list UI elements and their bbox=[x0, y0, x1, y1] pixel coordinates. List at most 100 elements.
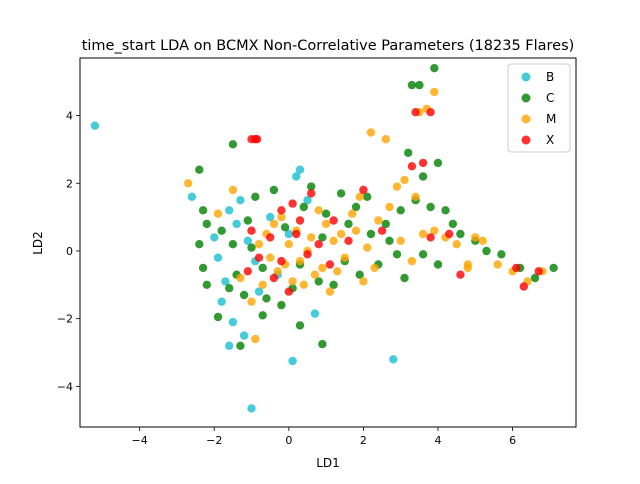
data-point-M bbox=[277, 212, 286, 222]
data-point-M bbox=[288, 277, 297, 286]
x-tick-label: 0 bbox=[285, 434, 292, 447]
data-point-C bbox=[213, 312, 223, 322]
legend-label-B: B bbox=[546, 70, 554, 84]
data-point-C bbox=[351, 202, 361, 212]
data-point-C bbox=[404, 148, 413, 157]
data-point-C bbox=[258, 311, 267, 320]
data-point-X bbox=[247, 226, 256, 235]
data-point-M bbox=[325, 287, 335, 296]
data-point-C bbox=[262, 294, 271, 303]
data-point-X bbox=[303, 250, 312, 259]
data-point-C bbox=[239, 290, 249, 300]
data-point-B bbox=[389, 355, 398, 364]
y-axis-label: LD2 bbox=[31, 231, 45, 255]
data-point-M bbox=[340, 253, 349, 262]
data-point-X bbox=[418, 158, 428, 168]
x-tick-label: 2 bbox=[360, 434, 367, 447]
data-point-M bbox=[370, 263, 379, 273]
data-point-C bbox=[456, 229, 465, 239]
data-point-C bbox=[482, 246, 491, 256]
data-point-X bbox=[344, 236, 353, 245]
data-point-M bbox=[236, 273, 245, 283]
data-point-M bbox=[400, 175, 409, 185]
plot-area-frame bbox=[79, 57, 577, 428]
data-point-M bbox=[355, 192, 364, 201]
series-B-points bbox=[90, 121, 398, 413]
legend-label-X: X bbox=[546, 133, 554, 147]
series-X-points bbox=[243, 108, 543, 296]
legend-marker-M bbox=[521, 114, 531, 124]
data-points-layer bbox=[90, 63, 558, 413]
data-point-C bbox=[247, 243, 256, 252]
data-point-X bbox=[519, 282, 528, 291]
data-point-M bbox=[254, 240, 264, 249]
data-point-C bbox=[363, 192, 372, 201]
data-point-B bbox=[213, 253, 223, 262]
data-point-X bbox=[295, 216, 305, 225]
data-point-C bbox=[195, 165, 204, 174]
data-point-C bbox=[355, 270, 364, 279]
data-point-B bbox=[228, 317, 238, 327]
data-point-M bbox=[363, 243, 372, 252]
data-point-M bbox=[471, 233, 480, 242]
data-point-C bbox=[549, 263, 558, 273]
data-point-M bbox=[299, 280, 308, 289]
data-point-B bbox=[236, 196, 245, 205]
data-point-B bbox=[295, 165, 305, 174]
legend-label-M: M bbox=[546, 112, 556, 126]
data-point-B bbox=[232, 219, 241, 229]
data-point-C bbox=[426, 202, 435, 212]
data-point-M bbox=[284, 240, 293, 249]
y-axis: −4 −2 0 2 4 bbox=[57, 110, 80, 393]
data-point-M bbox=[348, 209, 357, 218]
legend-marker-B bbox=[521, 72, 531, 82]
data-point-X bbox=[269, 273, 279, 283]
data-point-X bbox=[359, 185, 368, 195]
data-point-B bbox=[303, 196, 312, 205]
data-point-M bbox=[266, 253, 275, 262]
data-point-X bbox=[292, 229, 301, 239]
data-point-C bbox=[228, 140, 238, 149]
data-point-B bbox=[187, 192, 197, 201]
legend-label-C: C bbox=[546, 91, 554, 105]
data-point-C bbox=[381, 219, 390, 229]
data-point-M bbox=[251, 334, 260, 344]
y-tick-label: 0 bbox=[66, 245, 73, 258]
data-point-M bbox=[381, 135, 390, 144]
data-point-M bbox=[411, 192, 420, 201]
data-point-C bbox=[299, 202, 308, 212]
data-point-C bbox=[280, 223, 290, 232]
data-point-X bbox=[456, 270, 465, 279]
data-point-C bbox=[195, 240, 204, 249]
data-point-M bbox=[418, 229, 428, 239]
data-point-M bbox=[269, 219, 279, 229]
data-point-C bbox=[385, 236, 394, 245]
data-point-X bbox=[288, 199, 297, 208]
data-point-C bbox=[448, 219, 458, 229]
data-point-M bbox=[374, 216, 383, 225]
legend-marker-C bbox=[521, 93, 531, 103]
data-point-X bbox=[411, 108, 420, 117]
data-point-M bbox=[359, 277, 368, 286]
data-point-C bbox=[366, 229, 376, 239]
data-point-C bbox=[202, 280, 211, 289]
data-point-C bbox=[433, 158, 443, 168]
data-point-C bbox=[277, 300, 286, 310]
x-axis-label: LD1 bbox=[316, 456, 340, 470]
data-point-B bbox=[210, 233, 219, 242]
data-point-M bbox=[247, 297, 256, 306]
data-point-C bbox=[400, 273, 409, 283]
data-point-X bbox=[325, 260, 335, 269]
data-point-B bbox=[284, 229, 293, 239]
data-point-M bbox=[228, 185, 238, 195]
data-point-C bbox=[243, 216, 252, 225]
data-point-X bbox=[307, 189, 316, 198]
data-point-M bbox=[184, 179, 193, 188]
data-point-M bbox=[314, 206, 323, 215]
data-point-X bbox=[512, 263, 521, 273]
data-point-C bbox=[441, 206, 450, 215]
y-tick-label: −4 bbox=[57, 380, 73, 393]
data-point-B bbox=[239, 331, 249, 340]
data-point-B bbox=[266, 212, 275, 222]
